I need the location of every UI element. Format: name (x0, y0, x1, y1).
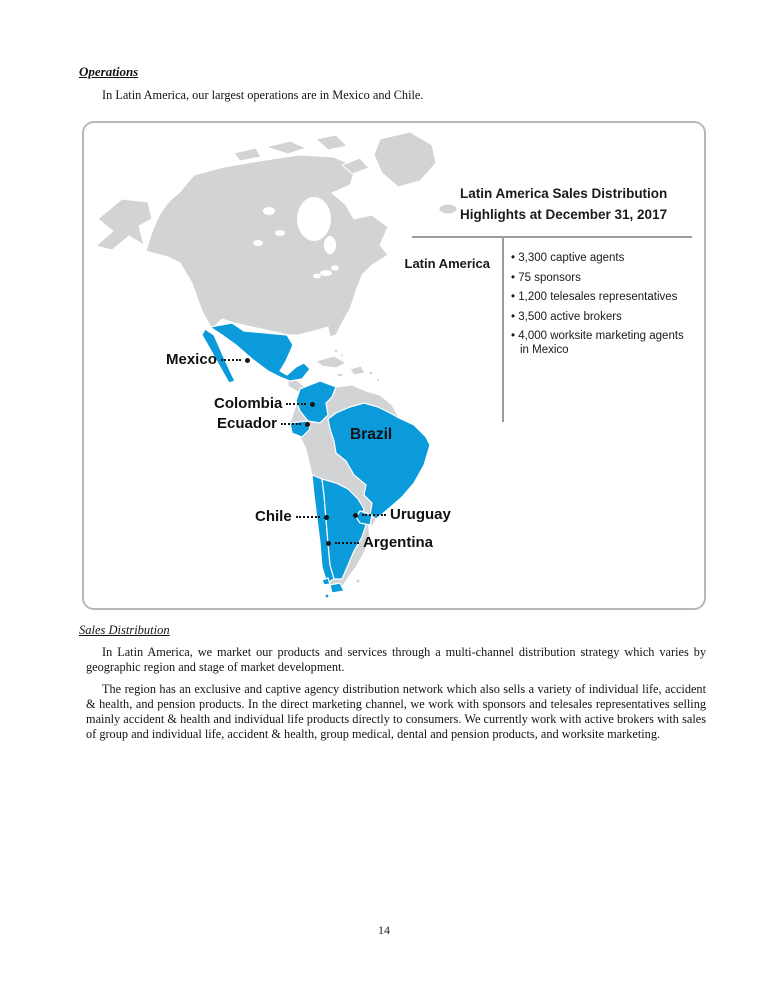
falkland-island (355, 578, 361, 584)
arctic-island-shape (233, 147, 262, 162)
lake (275, 230, 285, 236)
title-divider-line (412, 236, 692, 238)
leader-line (335, 542, 359, 544)
figure-title-line2: Highlights at December 31, 2017 (460, 207, 668, 222)
region-label: Latin America (404, 256, 491, 271)
marker-dot (353, 512, 358, 518)
arctic-island-shape (341, 157, 370, 175)
brazil-label: Brazil (350, 426, 393, 443)
cuba-shape (315, 355, 347, 369)
marker-dot (323, 514, 329, 520)
lake (253, 240, 263, 246)
tierra-del-fuego-shape (329, 582, 345, 594)
colombia-shape (295, 380, 337, 424)
water-cutouts (253, 197, 339, 279)
mexico-callout: Mexico (166, 350, 250, 368)
highlighted-countries-group (201, 322, 431, 599)
argentina-label: Argentina (363, 533, 434, 551)
highlight-item: 3,300 captive agents (511, 252, 693, 266)
hispaniola-shape (349, 365, 366, 376)
operations-intro-paragraph: In Latin America, our largest operations… (102, 88, 424, 102)
marker-dot (305, 421, 311, 427)
operations-heading: Operations (79, 64, 139, 79)
leader-line (220, 359, 241, 361)
tierra-del-fuego-shape (321, 577, 331, 586)
leader-line (281, 423, 302, 425)
highlight-item: 3,500 active brokers (511, 311, 693, 325)
argentina-shape (321, 478, 367, 580)
americas-map (95, 131, 458, 599)
alaska-shape (95, 198, 153, 251)
lake (263, 207, 275, 215)
colombia-label: Colombia (214, 394, 283, 412)
north-america-shape (145, 154, 389, 338)
marker-dot (310, 401, 316, 407)
mexico-label: Mexico (166, 350, 217, 368)
highlights-list: 3,300 captive agents 75 sponsors 1,200 t… (511, 252, 693, 363)
patagonia-islet (324, 593, 330, 599)
ecuador-label: Ecuador (217, 414, 278, 432)
sales-distribution-heading: Sales Distribution (79, 623, 170, 637)
leader-line (295, 516, 320, 518)
colombia-callout: Colombia (214, 394, 316, 412)
baja-california-shape (201, 328, 236, 384)
leader-line (362, 514, 386, 516)
chile-label: Chile (255, 507, 292, 525)
caribbean-island (368, 370, 374, 376)
jamaica-shape (336, 372, 344, 378)
brazil-shape (327, 402, 431, 520)
marker-dot (244, 357, 250, 363)
sales-paragraph-1: In Latin America, we market our products… (86, 645, 706, 675)
great-lakes (313, 273, 321, 279)
figure-title: Latin America Sales Distribution Highlig… (460, 183, 667, 225)
james-bay (324, 236, 336, 254)
greenland-shape (373, 131, 437, 188)
uruguay-callout: Uruguay (353, 505, 451, 523)
panel-divider-line (502, 236, 504, 422)
great-lakes (320, 270, 332, 276)
ecuador-callout: Ecuador (217, 414, 311, 432)
chile-callout: Chile (255, 507, 329, 525)
marker-dot (326, 540, 331, 546)
caribbean-island (376, 378, 380, 382)
highlight-item: 4,000 worksite marketing agents in Mexic… (511, 330, 693, 357)
page-number: 14 (378, 923, 390, 937)
arctic-island-shape (315, 134, 348, 151)
leader-line (286, 403, 307, 405)
arctic-island-shape (265, 140, 307, 155)
highlight-item: 75 sponsors (511, 272, 693, 286)
sales-paragraph-2: The region has an exclusive and captive … (86, 682, 706, 742)
mexico-shape (209, 322, 311, 382)
argentina-callout: Argentina (326, 533, 433, 551)
hudson-bay (297, 197, 331, 241)
iceland-shape (438, 203, 458, 215)
latin-america-map-figure: Latin America Sales Distribution Highlig… (82, 121, 706, 610)
highlight-item: 1,200 telesales representatives (511, 291, 693, 305)
great-lakes (331, 265, 339, 271)
ecuador-shape (289, 420, 311, 438)
bahamas-island (333, 348, 339, 354)
figure-title-line1: Latin America Sales Distribution (460, 186, 668, 201)
bahamas-island (340, 353, 344, 357)
uruguay-label: Uruguay (390, 505, 451, 523)
